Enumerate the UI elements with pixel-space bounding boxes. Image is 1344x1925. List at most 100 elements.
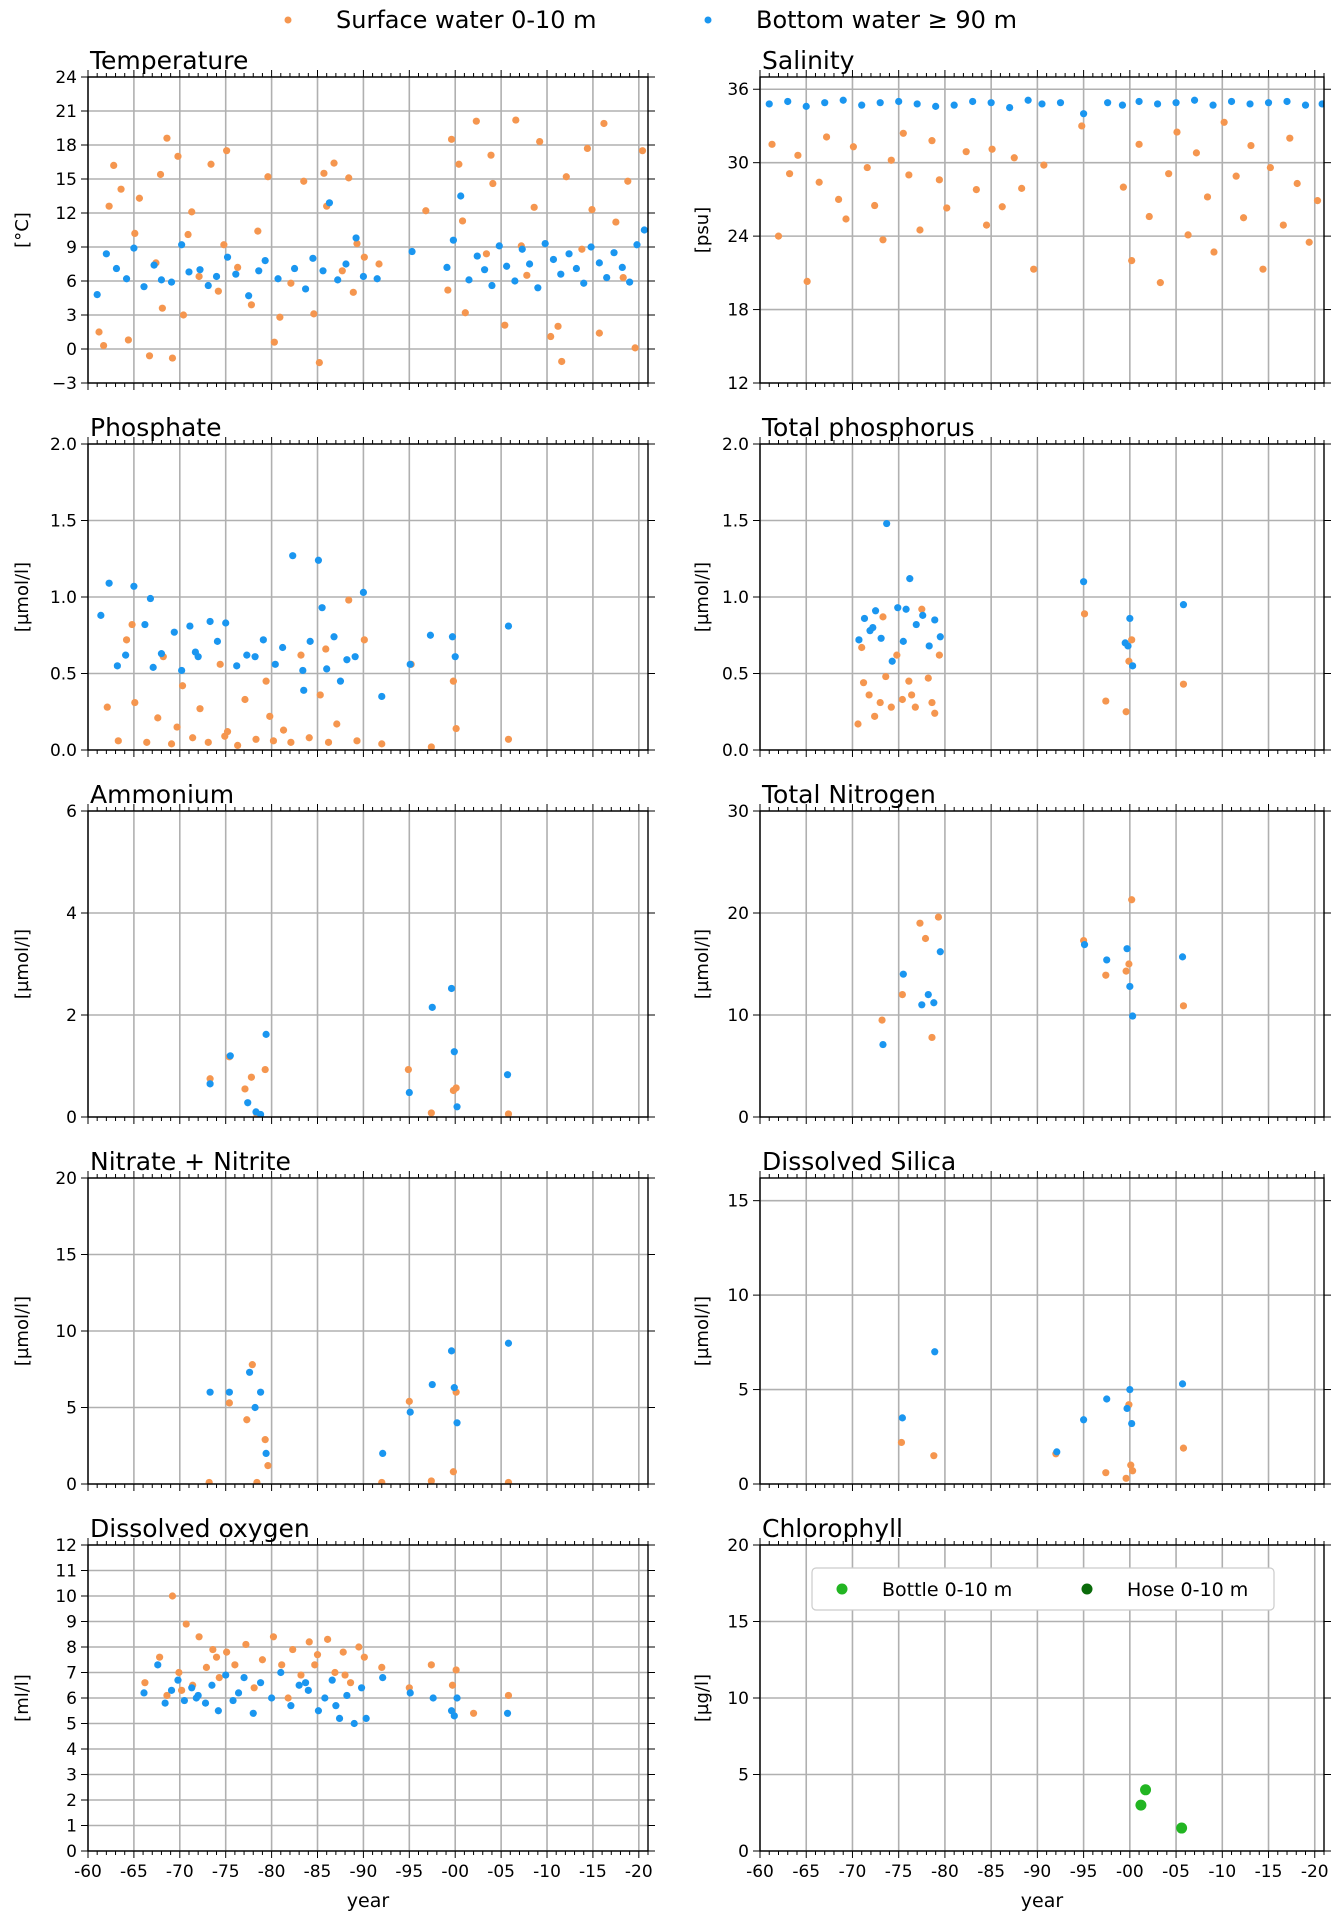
data-point — [202, 1663, 211, 1671]
data-point — [1123, 1404, 1131, 1413]
plot-frame — [759, 76, 1325, 384]
chart-panel-temperature: −3 0 3 6 9 12 15 18 21 24 [°C] Temperature — [12, 46, 655, 394]
data-point — [270, 338, 278, 346]
y-tick-label: 2 — [66, 1791, 77, 1811]
data-point — [449, 1468, 457, 1476]
data-point — [339, 1648, 347, 1656]
data-point — [262, 1449, 270, 1457]
data-point — [504, 1339, 513, 1347]
y-tick-label: 24 — [727, 227, 749, 247]
y-tick-label: 15 — [55, 170, 77, 190]
data-point — [290, 264, 299, 273]
y-tick-label: 20 — [727, 904, 749, 924]
data-point — [1010, 154, 1018, 162]
data-point — [765, 100, 773, 108]
chart-panel-salinity: 12 18 24 30 36 [psu] Salinity — [692, 46, 1331, 394]
data-point — [534, 284, 542, 292]
data-point — [360, 1653, 368, 1661]
plot-frame — [87, 810, 649, 1118]
data-point — [311, 1661, 319, 1669]
data-point — [863, 163, 871, 172]
data-point — [1122, 708, 1130, 716]
data-point — [1125, 960, 1133, 968]
data-point — [269, 1633, 278, 1641]
data-point — [895, 97, 903, 106]
data-point — [103, 703, 111, 711]
data-point — [1103, 1395, 1111, 1403]
data-point — [887, 156, 895, 164]
y-axis-label: [µmol/l] — [692, 562, 713, 632]
data-point — [919, 611, 927, 619]
data-point — [815, 178, 823, 186]
y-tick-label: 21 — [55, 102, 77, 122]
data-point — [256, 1110, 265, 1117]
data-point — [1102, 697, 1110, 705]
data-point — [201, 1699, 210, 1707]
x-tick-label: -75 — [885, 1862, 913, 1882]
data-point — [1178, 953, 1187, 961]
data-point — [243, 1416, 251, 1424]
data-point — [899, 970, 907, 978]
data-point — [295, 1681, 303, 1689]
data-point — [195, 272, 203, 281]
data-point — [626, 278, 634, 286]
data-point — [313, 1651, 322, 1659]
data-point — [422, 207, 430, 215]
x-axis-label: year — [347, 1890, 390, 1912]
data-point — [188, 1684, 196, 1692]
data-points — [205, 1339, 513, 1484]
plot-frame — [87, 1177, 649, 1485]
data-point — [1102, 971, 1110, 979]
data-point — [503, 1071, 512, 1079]
data-point — [1135, 1799, 1147, 1811]
data-point — [784, 97, 792, 106]
data-point — [378, 1478, 386, 1484]
plot-frame — [87, 443, 649, 751]
data-point — [879, 1040, 887, 1049]
data-point — [972, 186, 980, 194]
data-point — [234, 1689, 243, 1697]
data-point — [279, 726, 288, 734]
x-tick-label: -20 — [625, 1862, 653, 1882]
data-point — [178, 666, 186, 675]
data-point — [1135, 140, 1143, 148]
data-point — [1293, 179, 1301, 188]
data-point — [196, 266, 204, 274]
y-tick-label: 10 — [727, 1286, 749, 1306]
data-point — [112, 264, 121, 273]
data-point — [174, 152, 182, 160]
chart-title: Chlorophyll — [762, 1514, 903, 1543]
data-point — [1301, 101, 1310, 109]
data-point — [925, 642, 933, 650]
data-point — [117, 185, 125, 193]
chart-panel-total-nitrogen: 0 10 20 30 [µmol/l] Total Nitrogen — [692, 780, 1331, 1128]
data-point — [849, 143, 857, 151]
data-point — [1259, 265, 1267, 273]
data-point — [834, 195, 843, 203]
chart-title: Temperature — [89, 46, 248, 75]
y-tick-label: 5 — [738, 1766, 749, 1786]
data-point — [378, 1663, 386, 1671]
data-point — [1286, 134, 1294, 142]
data-point — [130, 582, 138, 590]
data-point — [225, 1399, 233, 1407]
y-tick-label: 10 — [55, 1322, 77, 1342]
y-tick-label: 3 — [66, 306, 77, 326]
data-point — [530, 203, 538, 211]
data-point — [332, 1702, 340, 1710]
chart-legend-box — [811, 1567, 1275, 1611]
data-point — [110, 161, 118, 169]
x-tick-label: -60 — [74, 1862, 102, 1882]
data-point — [191, 648, 200, 656]
data-point — [360, 636, 368, 644]
data-point — [251, 1403, 259, 1412]
data-point — [185, 268, 193, 276]
data-point — [1246, 100, 1254, 108]
data-point — [450, 1712, 458, 1720]
data-point — [525, 260, 534, 268]
data-point — [264, 173, 272, 181]
data-point — [174, 1676, 182, 1684]
data-point — [213, 637, 222, 645]
data-point — [912, 620, 920, 629]
data-point — [343, 656, 351, 664]
